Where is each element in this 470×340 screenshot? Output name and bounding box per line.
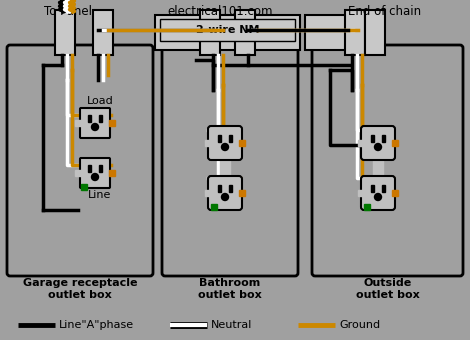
Text: Garage receptacle: Garage receptacle (23, 278, 137, 288)
FancyBboxPatch shape (80, 108, 110, 138)
Bar (305, 15, 370, 50)
Text: Line: Line (88, 190, 112, 200)
Bar (99, 115, 102, 122)
FancyBboxPatch shape (361, 126, 395, 160)
Bar (93, 10, 113, 55)
FancyBboxPatch shape (361, 176, 395, 210)
Text: outlet box: outlet box (48, 290, 112, 300)
Bar (235, 10, 255, 55)
Bar (220, 155, 230, 181)
Text: Load: Load (86, 96, 113, 106)
Bar (200, 10, 220, 55)
Text: End of chain: End of chain (348, 5, 422, 18)
Circle shape (92, 123, 99, 131)
Bar (358, 190, 364, 196)
Bar (382, 185, 385, 192)
Bar (88, 115, 91, 122)
Bar (218, 185, 221, 192)
Bar (239, 140, 245, 146)
Bar (358, 140, 364, 146)
Bar (239, 190, 245, 196)
Bar (229, 185, 232, 192)
Bar (205, 140, 211, 146)
Circle shape (221, 143, 228, 151)
Text: Ground: Ground (339, 320, 380, 330)
Bar (99, 165, 102, 172)
Bar (109, 120, 115, 126)
Bar (382, 135, 385, 142)
Bar (373, 155, 383, 181)
Bar (371, 135, 374, 142)
Bar (211, 204, 217, 210)
Bar (365, 10, 385, 55)
FancyBboxPatch shape (208, 176, 242, 210)
Bar (229, 135, 232, 142)
Bar (75, 120, 81, 126)
Circle shape (221, 193, 228, 201)
Bar (218, 135, 221, 142)
Text: Neutral: Neutral (211, 320, 252, 330)
Circle shape (92, 173, 99, 181)
Bar (81, 184, 87, 190)
Text: 2-wire NM: 2-wire NM (196, 25, 259, 35)
Bar (205, 190, 211, 196)
Bar (392, 140, 398, 146)
Circle shape (375, 193, 382, 201)
FancyBboxPatch shape (80, 158, 110, 188)
Bar (55, 10, 75, 55)
Circle shape (375, 143, 382, 151)
Text: Outside: Outside (364, 278, 412, 288)
Bar (364, 204, 370, 210)
Text: To Panel: To Panel (44, 5, 92, 18)
Text: outlet box: outlet box (356, 290, 420, 300)
Text: outlet box: outlet box (198, 290, 262, 300)
Text: Bathroom: Bathroom (199, 278, 261, 288)
Bar (371, 185, 374, 192)
Text: electrical101.com: electrical101.com (167, 5, 273, 18)
Bar (88, 165, 91, 172)
Bar (345, 10, 365, 55)
FancyBboxPatch shape (312, 45, 463, 276)
Bar (75, 170, 81, 176)
FancyBboxPatch shape (7, 45, 153, 276)
Bar (155, 15, 300, 50)
Bar (392, 190, 398, 196)
Text: Line"A"phase: Line"A"phase (59, 320, 134, 330)
FancyBboxPatch shape (162, 45, 298, 276)
FancyBboxPatch shape (208, 126, 242, 160)
Bar (160, 19, 295, 41)
Bar (109, 170, 115, 176)
